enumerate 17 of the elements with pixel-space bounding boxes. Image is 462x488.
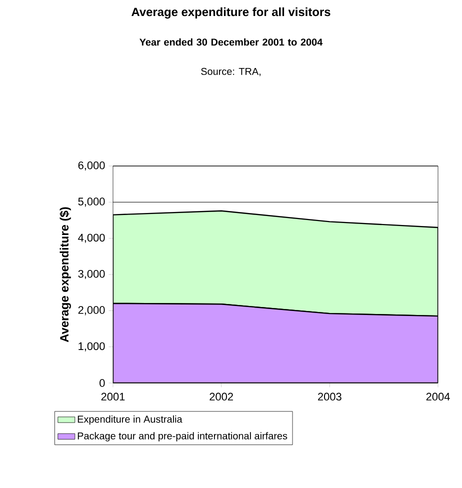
y-tick-label: 0 bbox=[100, 379, 105, 387]
chart-subtitle: Year ended 30 December 2001 to 2004 bbox=[140, 38, 323, 46]
y-tick-label: 1,000 bbox=[78, 342, 105, 352]
legend-label: Package tour and pre-paid international airfares bbox=[78, 432, 288, 442]
x-tick-label: 2001 bbox=[101, 392, 125, 401]
y-tick-label: 4,000 bbox=[78, 234, 105, 243]
x-tick-label: 2004 bbox=[426, 392, 450, 401]
source-note: Source: TRA, bbox=[201, 68, 260, 76]
legend-label: Expenditure in Australia bbox=[78, 415, 182, 425]
x-tick-label: 2002 bbox=[210, 392, 233, 401]
y-tick-label: 3,000 bbox=[78, 270, 105, 280]
y-axis-title: Average expenditure ($) bbox=[60, 207, 71, 342]
x-tick-label: 2003 bbox=[318, 392, 342, 401]
y-tick-label: 6,000 bbox=[78, 161, 105, 171]
y-tick-label: 2,000 bbox=[78, 306, 105, 316]
y-tick-label: 5,000 bbox=[78, 198, 105, 207]
chart-title: Average expenditure for all visitors bbox=[132, 7, 330, 19]
